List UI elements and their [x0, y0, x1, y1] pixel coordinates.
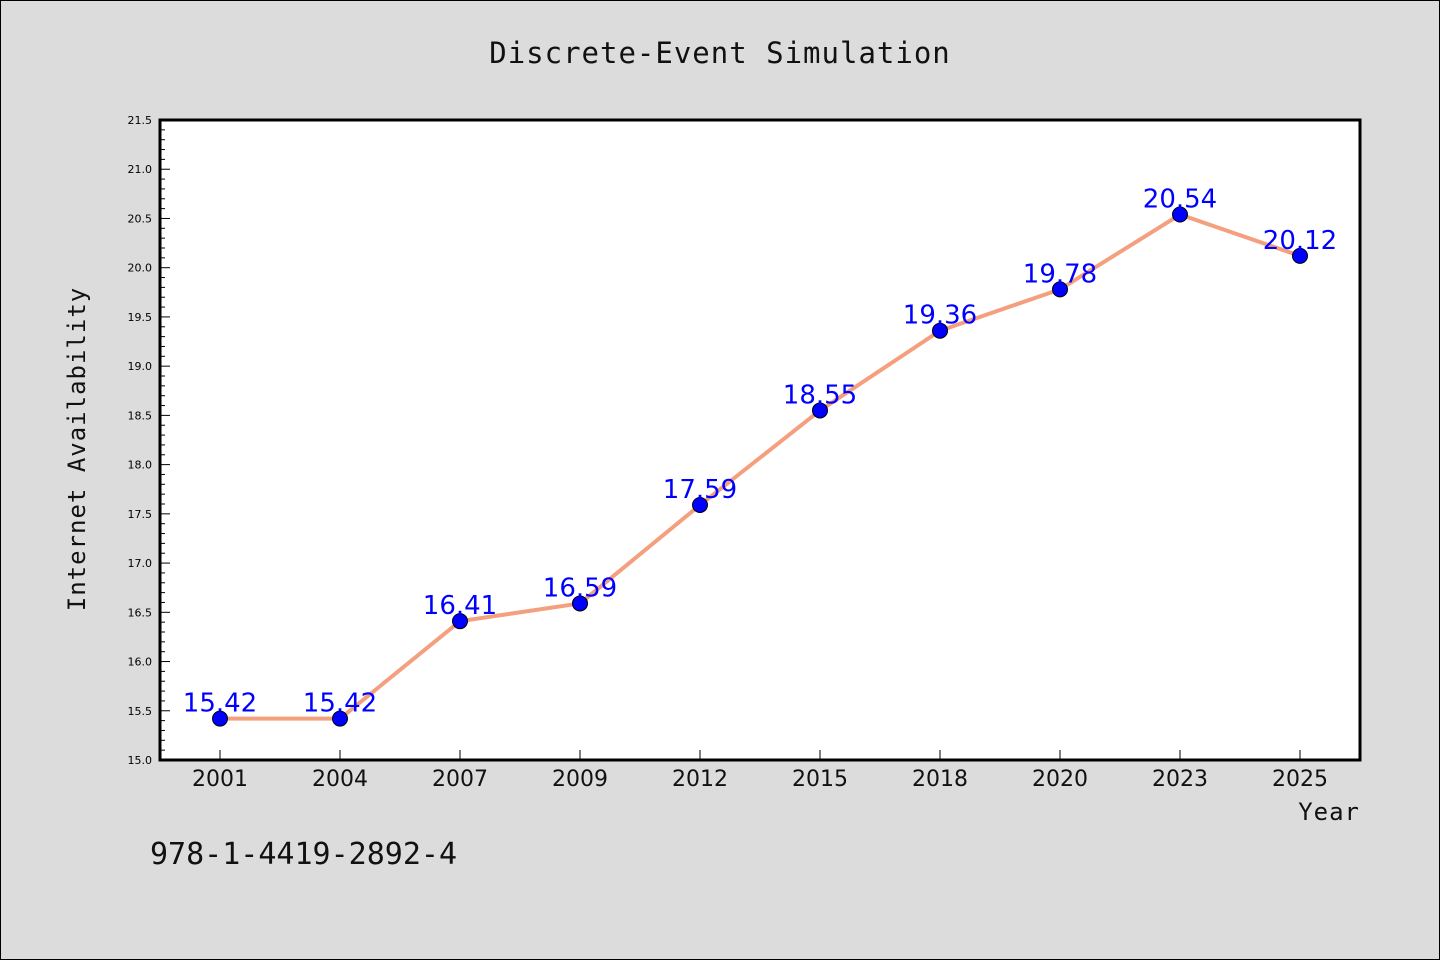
data-label: 20.12 — [1263, 226, 1337, 256]
x-tick-label: 2023 — [1152, 767, 1208, 792]
y-tick-label: 17.5 — [128, 508, 153, 521]
x-tick-label: 2001 — [192, 767, 248, 792]
y-tick-label: 15.5 — [128, 705, 153, 718]
data-point — [1172, 206, 1188, 223]
series-group: 15.42 15.42 16.41 16.59 17.59 18.55 19.36 19.78… — [183, 185, 1337, 727]
data-point — [1052, 281, 1068, 298]
y-axis-label: Internet Availability — [63, 287, 91, 611]
y-tick-label: 20.5 — [128, 212, 153, 225]
x-tick-label: 2020 — [1032, 767, 1088, 792]
data-point — [1292, 247, 1308, 264]
data-point — [212, 710, 228, 727]
data-point — [332, 710, 348, 727]
y-tick-label: 17.0 — [128, 557, 153, 570]
data-label: 16.41 — [423, 591, 497, 621]
data-label: 19.36 — [903, 301, 977, 331]
data-point — [572, 595, 588, 612]
x-tick-label: 2012 — [672, 767, 728, 792]
y-tick-label: 19.0 — [128, 360, 153, 373]
y-tick-label: 19.5 — [128, 311, 153, 324]
data-point — [452, 613, 468, 630]
series-line — [220, 212, 1301, 721]
data-point — [692, 496, 708, 513]
y-tick-label: 16.0 — [128, 656, 153, 669]
x-tick-label: 2018 — [912, 767, 968, 792]
y-tick-label: 18.5 — [128, 409, 153, 422]
x-axis-label: Year — [1298, 798, 1360, 826]
data-point — [812, 402, 828, 419]
isbn-text: 978-1-4419-2892-4 — [150, 837, 457, 872]
chart-title: Discrete-Event Simulation — [489, 36, 951, 70]
data-label: 19.78 — [1023, 259, 1097, 289]
y-tick-label: 21.0 — [128, 163, 153, 176]
y-axis: 15.0 15.5 16.0 16.5 17.0 17.5 18.0 18.5 19.0 19.5… — [128, 114, 170, 767]
data-label: 17.59 — [663, 475, 737, 505]
data-label: 15.42 — [303, 689, 377, 719]
data-label: 18.55 — [783, 380, 857, 410]
y-tick-label: 20.0 — [128, 262, 153, 275]
y-tick-label: 15.0 — [128, 754, 153, 767]
y-tick-label: 16.5 — [128, 606, 153, 619]
x-tick-label: 2015 — [792, 767, 848, 792]
x-tick-label: 2007 — [432, 767, 488, 792]
x-axis: 2001 2004 2007 2009 2012 2015 2018 2020 2023 2025 — [192, 750, 1328, 792]
data-label: 16.59 — [543, 573, 617, 603]
data-label: 20.54 — [1143, 185, 1217, 215]
data-label: 15.42 — [183, 689, 257, 719]
y-tick-label: 18.0 — [128, 459, 153, 472]
x-tick-label: 2004 — [312, 767, 368, 792]
y-tick-label: 21.5 — [128, 114, 153, 127]
x-tick-label: 2009 — [552, 767, 608, 792]
data-point — [932, 322, 948, 339]
x-tick-label: 2025 — [1272, 767, 1328, 792]
